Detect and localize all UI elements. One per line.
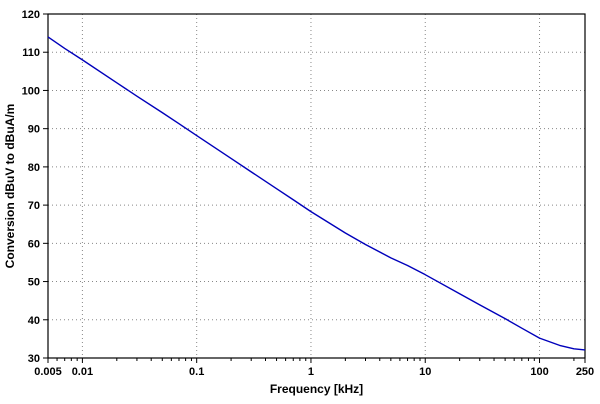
x-tick-label: 100 (530, 366, 548, 378)
x-tick-label: 250 (576, 366, 594, 378)
plot-background (48, 14, 585, 358)
x-tick-label: 0.005 (34, 366, 62, 378)
y-tick-label: 120 (22, 9, 40, 21)
y-tick-label: 80 (28, 162, 40, 174)
y-tick-label: 70 (28, 200, 40, 212)
y-tick-label: 30 (28, 353, 40, 365)
x-tick-label: 0.1 (189, 366, 204, 378)
y-tick-label: 90 (28, 124, 40, 136)
x-tick-label: 1 (308, 366, 314, 378)
plot-frame (47, 13, 586, 359)
y-tick-label: 100 (22, 85, 40, 97)
y-tick-label: 60 (28, 238, 40, 250)
x-tick-label: 0.01 (72, 366, 93, 378)
y-tick-label: 110 (22, 47, 40, 59)
y-tick-label: 50 (28, 277, 40, 289)
x-axis-title: Frequency [kHz] (269, 382, 364, 396)
y-tick-label: 40 (28, 315, 40, 327)
y-axis-title: Conversion dBuV to dBuA/m (3, 103, 17, 269)
x-tick-label: 10 (419, 366, 431, 378)
series-line-conversion-dBuV-to-dBuA-per-m (47, 36, 586, 351)
